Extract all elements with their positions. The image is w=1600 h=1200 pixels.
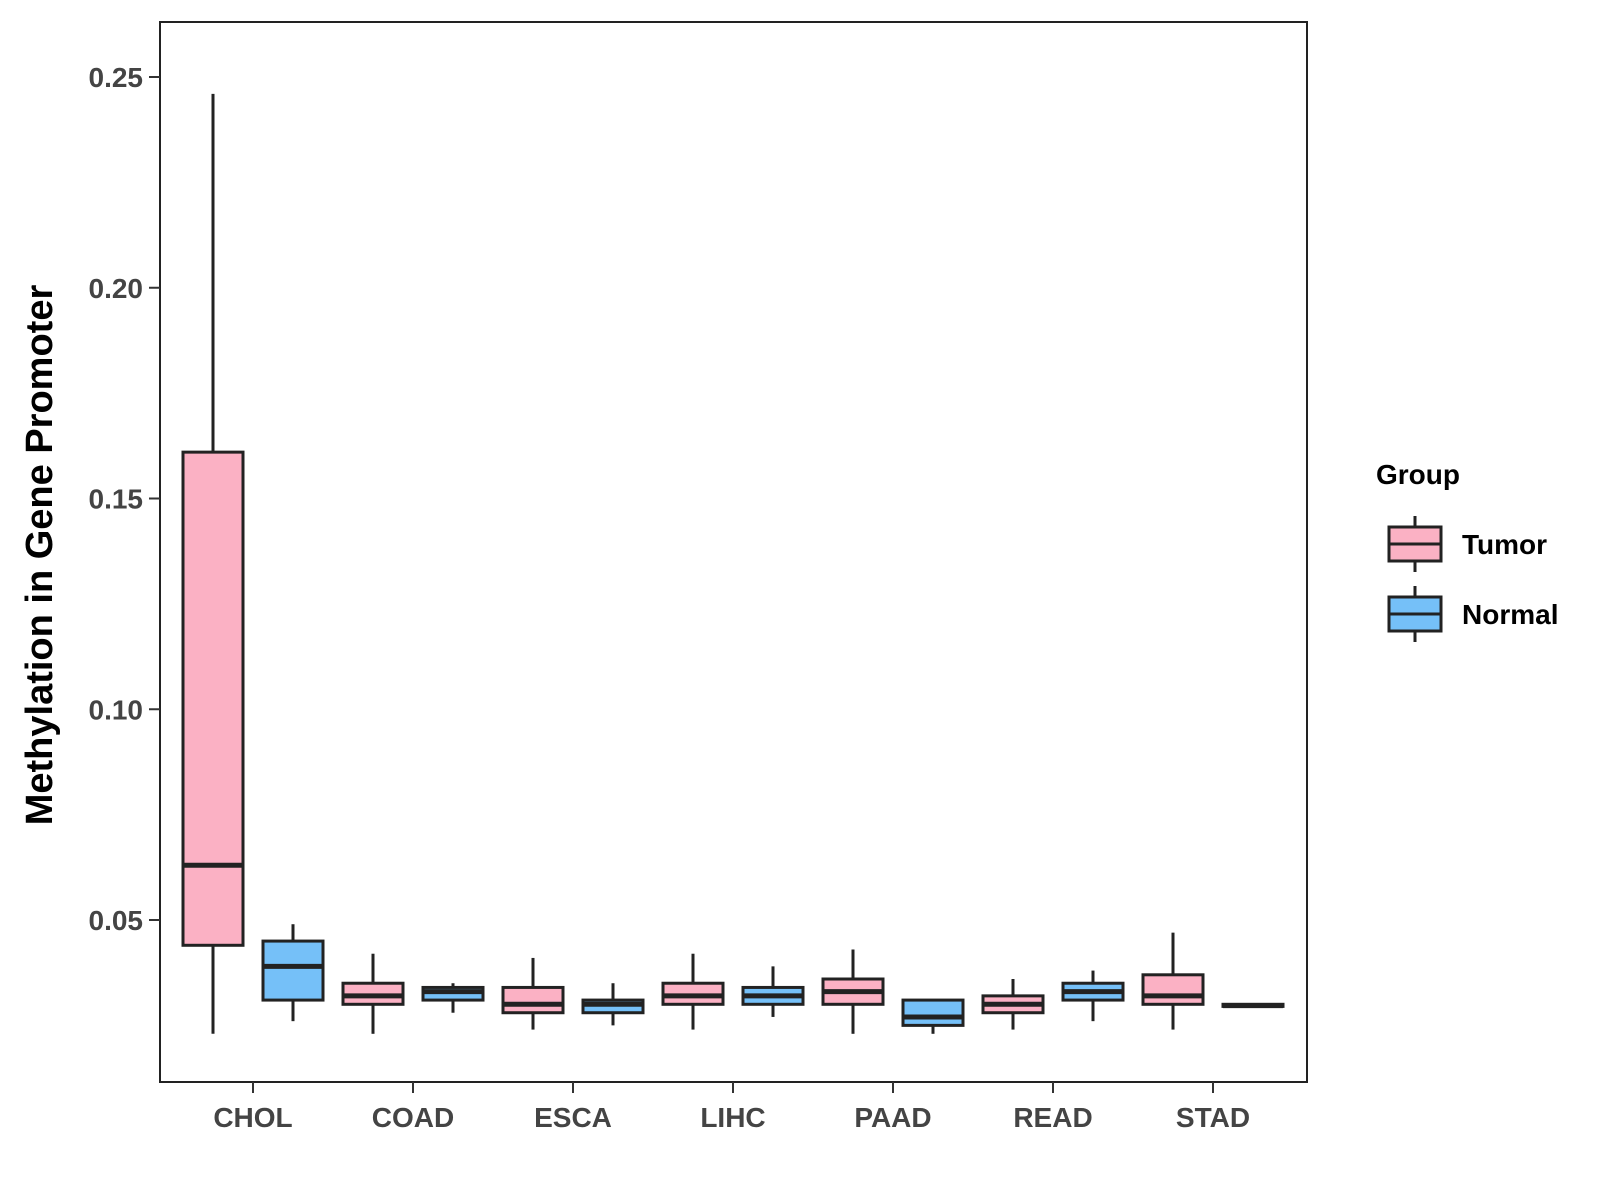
y-tick-label: 0.15 xyxy=(89,484,144,515)
box-tumor-esca xyxy=(501,957,565,1030)
legend-entry-normal: Normal xyxy=(1387,586,1558,642)
box-tumor-lihc xyxy=(661,953,725,1030)
box-normal-read xyxy=(1061,970,1125,1022)
box-tumor-coad xyxy=(341,953,405,1034)
box-tumor-stad xyxy=(1141,932,1205,1030)
legend-entry-tumor: Tumor xyxy=(1387,516,1547,572)
box-iqr xyxy=(1141,973,1205,1006)
box-normal-coad xyxy=(421,983,485,1013)
x-tick-label: CHOL xyxy=(213,1102,292,1133)
box-tumor-read xyxy=(981,979,1045,1030)
box-iqr xyxy=(261,939,325,1002)
x-tick-label: LIHC xyxy=(700,1102,765,1133)
x-tick-label: PAAD xyxy=(854,1102,931,1133)
y-tick-label: 0.20 xyxy=(89,273,144,304)
legend: Group Tumor Normal xyxy=(1376,459,1558,642)
box-tumor-chol xyxy=(181,93,245,1034)
y-axis-title: Methylation in Gene Promoter xyxy=(19,285,61,826)
y-tick-label: 0.10 xyxy=(89,694,144,725)
legend-title: Group xyxy=(1376,459,1460,490)
x-tick-label: ESCA xyxy=(534,1102,612,1133)
box-normal-stad xyxy=(1221,1002,1285,1009)
x-tick-label: COAD xyxy=(372,1102,454,1133)
y-tick-label: 0.05 xyxy=(89,905,144,936)
box-normal-esca xyxy=(581,983,645,1026)
box-iqr xyxy=(501,985,565,1015)
box-iqr xyxy=(181,450,245,947)
x-tick-label: READ xyxy=(1013,1102,1092,1133)
box-normal-lihc xyxy=(741,966,805,1017)
box-normal-chol xyxy=(261,924,325,1022)
x-tick-label: STAD xyxy=(1176,1102,1250,1133)
axes: 0.05 0.10 0.15 0.20 0.25 CHOL COAD ESCA LIHC PAAD… xyxy=(89,21,1308,1133)
plot-area xyxy=(181,93,1285,1034)
legend-label: Tumor xyxy=(1462,529,1547,560)
legend-label: Normal xyxy=(1462,599,1558,630)
y-tick-label: 0.25 xyxy=(89,62,144,93)
box-tumor-paad xyxy=(821,949,885,1034)
box-normal-paad xyxy=(901,998,965,1034)
box-iqr xyxy=(901,998,965,1027)
